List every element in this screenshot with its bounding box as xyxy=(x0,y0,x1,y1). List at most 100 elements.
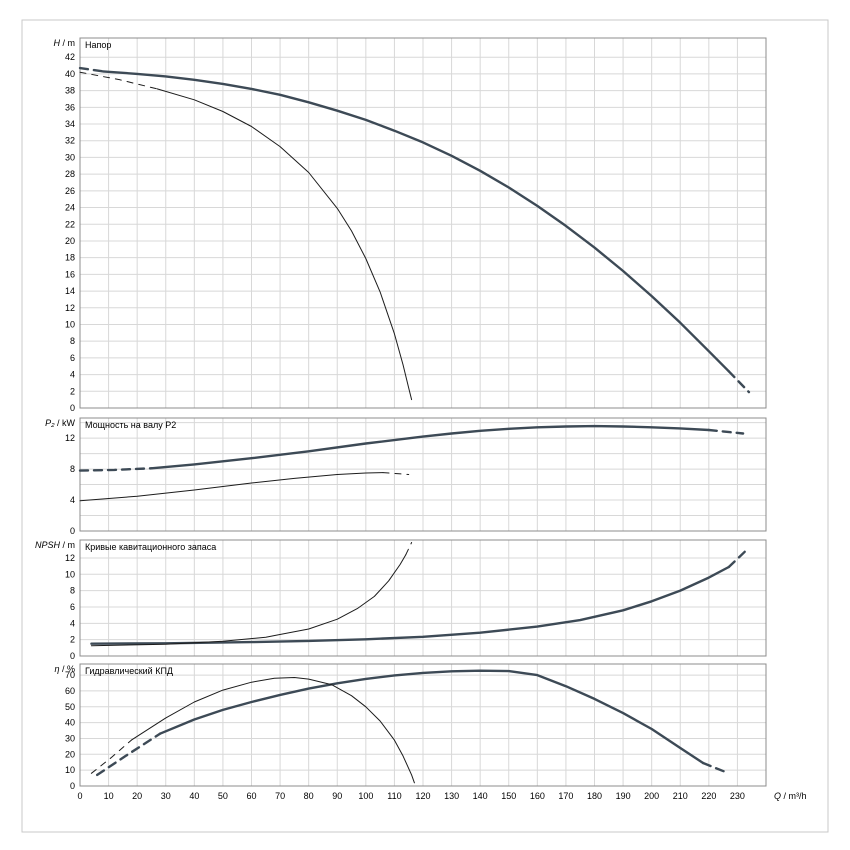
y-tick-label: 60 xyxy=(65,686,75,696)
x-tick-label: 40 xyxy=(189,791,199,801)
axis-unit-label: η / % xyxy=(54,664,75,674)
plot-layer: 024681012141618202224262830323436384042H… xyxy=(21,19,829,833)
x-tick-label: 10 xyxy=(104,791,114,801)
y-tick-label: 12 xyxy=(65,553,75,563)
y-tick-label: 18 xyxy=(65,253,75,263)
y-tick-label: 12 xyxy=(65,433,75,443)
y-tick-label: 42 xyxy=(65,52,75,62)
x-tick-label: 70 xyxy=(275,791,285,801)
curve-power-alt-max-flow xyxy=(382,472,410,475)
axis-unit-label: H / m xyxy=(54,38,76,48)
panel-title-efficiency: Гидравлический КПД xyxy=(85,666,173,676)
y-tick-label: 0 xyxy=(70,781,75,791)
panel-title-npsh: Кривые кавитационного запаса xyxy=(85,542,216,552)
x-tick-label: 200 xyxy=(644,791,659,801)
y-tick-label: 6 xyxy=(70,353,75,363)
axis-unit-label: Q / m³/h xyxy=(774,791,807,801)
y-tick-label: 70 xyxy=(65,670,75,680)
y-tick-label: 10 xyxy=(65,319,75,329)
y-tick-label: 8 xyxy=(70,336,75,346)
figure-border xyxy=(21,19,829,833)
y-tick-label: 38 xyxy=(65,86,75,96)
x-tick-label: 30 xyxy=(161,791,171,801)
y-tick-label: 4 xyxy=(70,618,75,628)
x-tick-label: 180 xyxy=(587,791,602,801)
x-tick-label: 230 xyxy=(730,791,745,801)
x-tick-label: 120 xyxy=(415,791,430,801)
y-tick-label: 0 xyxy=(70,403,75,413)
y-tick-label: 22 xyxy=(65,219,75,229)
x-tick-label: 160 xyxy=(530,791,545,801)
panel-frame xyxy=(79,663,767,787)
y-tick-label: 8 xyxy=(70,586,75,596)
curve-npsh-alt-max-flow xyxy=(405,542,413,556)
label-layer: Напор Мощность на валу P2 Кривые кавитац… xyxy=(85,40,216,676)
panel-title-head: Напор xyxy=(85,40,111,50)
curve-npsh-alt xyxy=(90,554,407,647)
x-tick-label: 0 xyxy=(77,791,82,801)
curve-npsh-main-max-flow xyxy=(727,549,748,569)
curve-power-main-max-flow xyxy=(707,428,745,435)
curve-power-main xyxy=(150,424,710,470)
curve-eff-main-min-flow xyxy=(95,732,162,777)
y-tick-label: 4 xyxy=(70,495,75,505)
x-tick-label: 110 xyxy=(387,791,401,801)
x-tick-label: 210 xyxy=(673,791,688,801)
y-tick-label: 2 xyxy=(70,386,75,396)
x-tick-label: 100 xyxy=(358,791,373,801)
curve-npsh-main xyxy=(90,565,730,645)
x-tick-label: 50 xyxy=(218,791,228,801)
y-tick-label: 40 xyxy=(65,69,75,79)
y-tick-label: 16 xyxy=(65,269,75,279)
y-tick-label: 8 xyxy=(70,464,75,474)
y-tick-label: 36 xyxy=(65,102,75,112)
y-tick-label: 40 xyxy=(65,718,75,728)
curve-power-main-min-flow xyxy=(78,467,153,472)
x-tick-label: 20 xyxy=(132,791,142,801)
y-tick-label: 0 xyxy=(70,651,75,661)
y-tick-label: 0 xyxy=(70,526,75,536)
y-tick-label: 10 xyxy=(65,765,75,775)
curve-head-alt xyxy=(156,88,413,401)
y-tick-label: 6 xyxy=(70,602,75,612)
curve-eff-main xyxy=(158,669,705,765)
axis-unit-label: P₂ / kW xyxy=(45,418,75,428)
y-tick-label: 4 xyxy=(70,370,75,380)
y-tick-label: 30 xyxy=(65,733,75,743)
y-tick-label: 2 xyxy=(70,635,75,645)
curve-eff-main-max-flow xyxy=(701,761,730,775)
y-tick-label: 30 xyxy=(65,152,75,162)
y-tick-label: 12 xyxy=(65,303,75,313)
panel-frame xyxy=(79,37,767,409)
y-tick-label: 20 xyxy=(65,749,75,759)
y-tick-label: 28 xyxy=(65,169,75,179)
y-tick-label: 50 xyxy=(65,702,75,712)
curve-eff-alt-min-flow xyxy=(90,739,132,774)
x-tick-label: 60 xyxy=(246,791,256,801)
y-tick-label: 14 xyxy=(65,286,75,296)
x-tick-label: 190 xyxy=(616,791,631,801)
x-tick-label: 150 xyxy=(501,791,516,801)
panel-frame xyxy=(79,539,767,657)
y-tick-label: 24 xyxy=(65,203,75,213)
curve-power-alt xyxy=(79,472,384,502)
x-tick-label: 220 xyxy=(701,791,716,801)
curve-head-alt-min-flow xyxy=(79,71,158,90)
panel-title-power: Мощность на валу P2 xyxy=(85,420,176,430)
x-tick-label: 170 xyxy=(558,791,573,801)
x-tick-label: 90 xyxy=(332,791,342,801)
axis-unit-label: NPSH / m xyxy=(35,540,75,550)
curve-head-main xyxy=(101,70,730,373)
x-tick-label: 140 xyxy=(473,791,488,801)
curve-head-main-min-flow xyxy=(78,66,105,73)
panel-frame xyxy=(79,417,767,532)
y-tick-label: 10 xyxy=(65,569,75,579)
y-tick-label: 32 xyxy=(65,136,75,146)
curve-head-main-max-flow xyxy=(727,370,751,394)
y-tick-label: 20 xyxy=(65,236,75,246)
curve-eff-alt xyxy=(130,677,415,784)
y-tick-label: 26 xyxy=(65,186,75,196)
x-tick-label: 80 xyxy=(304,791,314,801)
